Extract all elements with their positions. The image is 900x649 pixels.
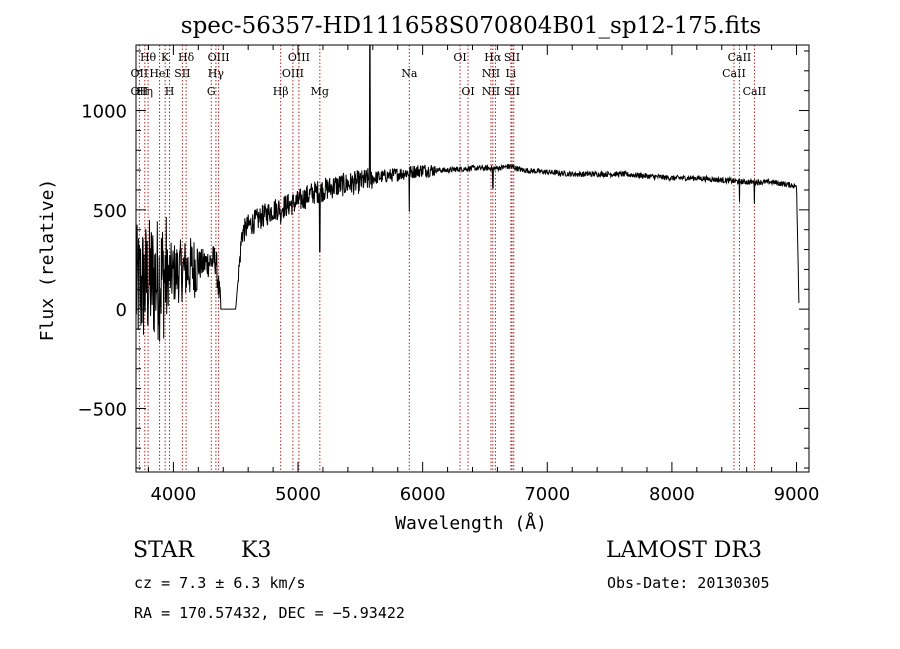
marker-label: OI xyxy=(461,85,474,98)
line-markers: OIIOIIHηHθHeIKHSIIHδGHγOIIIHβOIIIOIIIMgN… xyxy=(131,45,767,472)
x-tick-label: 6000 xyxy=(400,484,446,505)
marker-label: OII xyxy=(131,85,149,98)
plot-frame xyxy=(135,44,810,473)
marker-label: Hγ xyxy=(208,67,225,80)
marker-label: CaII xyxy=(743,85,767,98)
ra-dec: RA = 170.57432, DEC = −5.93422 xyxy=(134,604,405,622)
y-axis-label: Flux (relative) xyxy=(37,179,58,342)
x-axis-label: Wavelength (Å) xyxy=(395,512,547,534)
marker-label: HeI xyxy=(149,67,169,80)
marker-label: SII xyxy=(504,51,520,64)
x-tick-label: 5000 xyxy=(275,484,321,505)
x-tick-label: 9000 xyxy=(774,484,820,505)
marker-label: Hθ xyxy=(140,51,157,64)
marker-label: CaII xyxy=(728,51,752,64)
x-tick-label: 7000 xyxy=(524,484,570,505)
marker-label: Li xyxy=(505,67,516,80)
chart-title: spec-56357-HD111658S070804B01_sp12-175.f… xyxy=(181,13,761,39)
marker-label: SII xyxy=(174,67,190,80)
marker-label: G xyxy=(207,85,216,98)
y-tick-label: 0 xyxy=(116,300,127,321)
marker-label: H xyxy=(165,85,175,98)
y-tick-label: 1000 xyxy=(81,102,127,123)
object-type: STAR xyxy=(133,538,194,563)
marker-label: OII xyxy=(131,67,149,80)
marker-label: SII xyxy=(504,85,520,98)
x-tick-label: 4000 xyxy=(150,484,196,505)
marker-label: NII xyxy=(482,85,500,98)
obs-date: Obs-Date: 20130305 xyxy=(607,574,770,592)
spectrum xyxy=(136,45,800,342)
axes: 4000 5000 6000 7000 8000 9000 −500 0 500 1000 xyxy=(78,44,820,505)
cz-value: cz = 7.3 ± 6.3 km/s xyxy=(134,574,306,592)
marker-label: Hδ xyxy=(178,51,195,64)
object-subclass: K3 xyxy=(241,538,272,563)
marker-label: OI xyxy=(453,51,466,64)
x-tick-label: 8000 xyxy=(649,484,695,505)
marker-label: K xyxy=(161,51,170,64)
y-tick-label: 500 xyxy=(93,201,127,222)
y-tick-label: −500 xyxy=(78,399,127,420)
marker-label: OIII xyxy=(208,51,230,64)
survey-release: LAMOST DR3 xyxy=(606,538,762,563)
marker-label: Hα xyxy=(484,51,502,64)
marker-label: Na xyxy=(401,67,418,80)
marker-label: OIII xyxy=(288,51,310,64)
marker-label: OIII xyxy=(282,67,304,80)
marker-label: NII xyxy=(482,67,500,80)
marker-label: Mg xyxy=(311,85,329,98)
marker-label: Hβ xyxy=(273,85,289,98)
marker-label: CaII xyxy=(722,67,746,80)
marker-label: Hη xyxy=(137,85,153,98)
spectrum-line xyxy=(136,45,800,342)
